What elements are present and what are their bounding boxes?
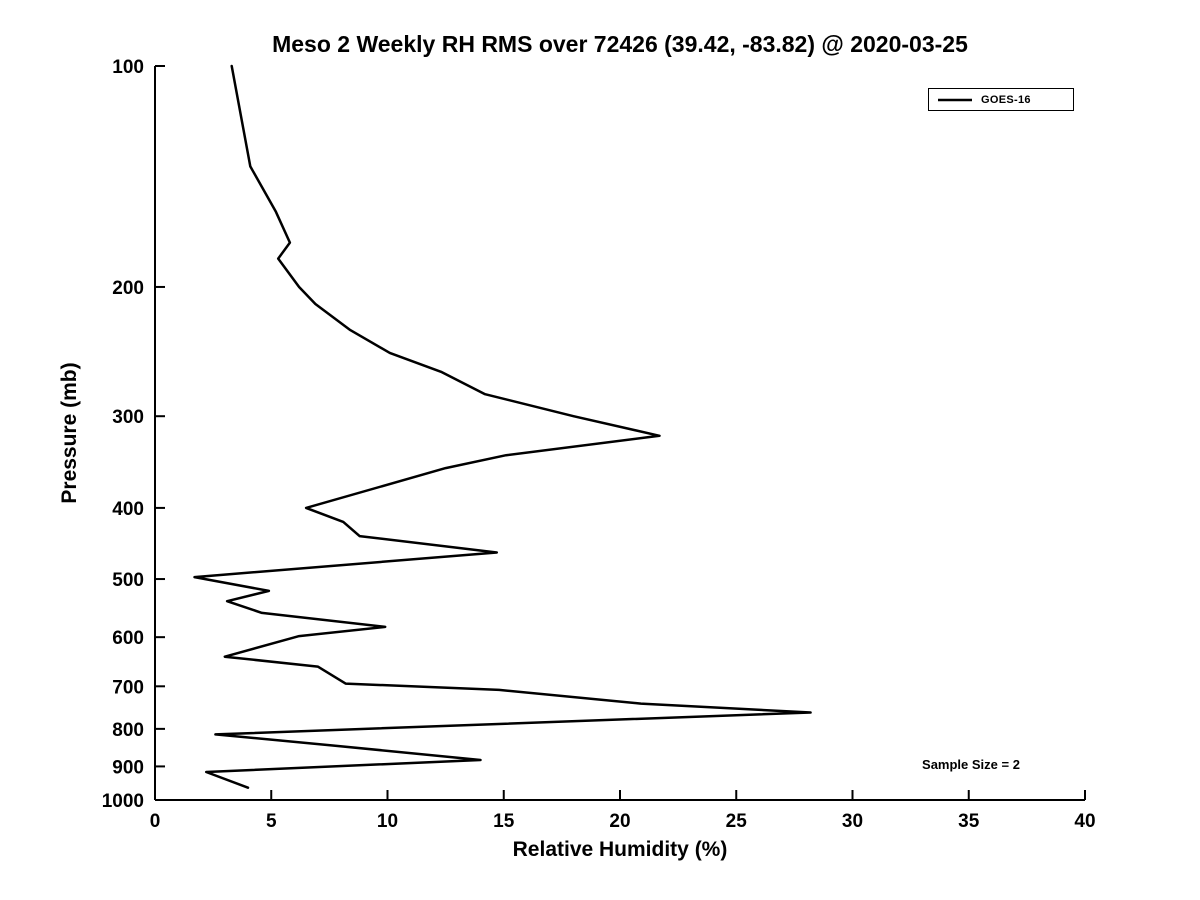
rh-rms-line: [193, 64, 812, 789]
sample-size-annotation: Sample Size = 2: [922, 757, 1020, 772]
x-tick-label: 5: [266, 811, 277, 832]
x-tick-label: 0: [150, 811, 161, 832]
x-axis-label: Relative Humidity (%): [512, 838, 728, 861]
x-tick-label: 40: [1074, 811, 1095, 832]
legend-line-sample: [938, 98, 972, 101]
y-tick-label: 600: [112, 628, 144, 649]
y-tick-label: 100: [112, 57, 144, 78]
y-tick-label: 700: [112, 677, 144, 698]
y-tick-label: 300: [112, 407, 144, 428]
y-tick-label: 200: [112, 278, 144, 299]
x-tick-label: 30: [842, 811, 863, 832]
x-tick-label: 15: [493, 811, 515, 832]
x-tick-label: 35: [958, 811, 980, 832]
x-tick-label: 10: [377, 811, 398, 832]
y-tick-label: 800: [112, 720, 144, 741]
y-tick-label: 1000: [102, 791, 144, 812]
y-tick-label: 500: [112, 570, 144, 591]
legend-label: GOES-16: [981, 93, 1031, 106]
x-tick-label: 25: [726, 811, 748, 832]
x-tick-label: 20: [609, 811, 630, 832]
chart-title: Meso 2 Weekly RH RMS over 72426 (39.42, …: [272, 31, 968, 57]
y-tick-label: 900: [112, 757, 144, 778]
legend: GOES-16: [928, 88, 1074, 111]
y-tick-label: 400: [112, 499, 144, 520]
